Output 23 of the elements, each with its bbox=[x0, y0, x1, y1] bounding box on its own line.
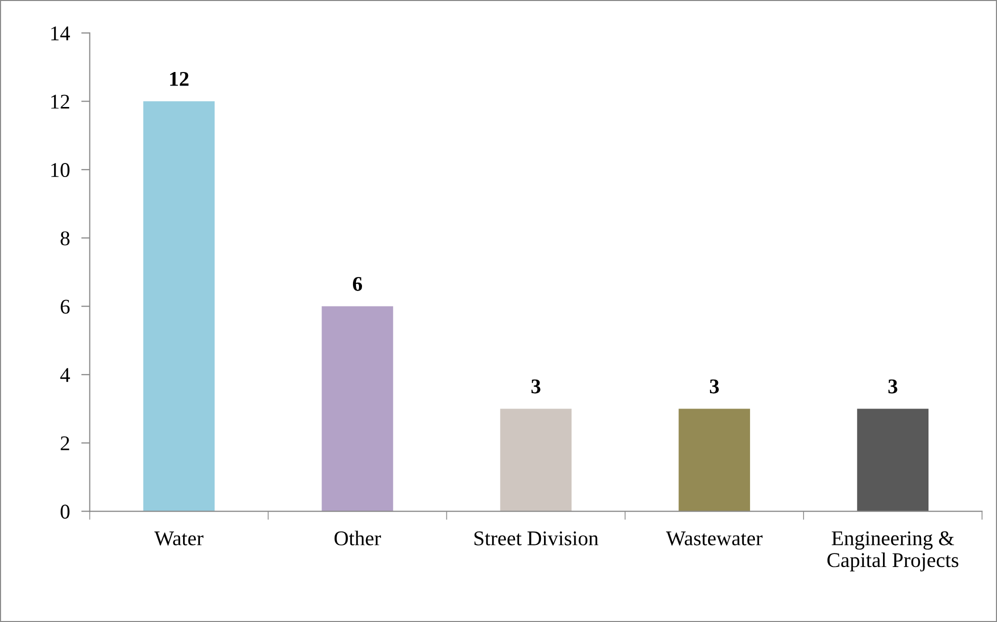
y-tick-label: 8 bbox=[60, 231, 70, 246]
bar bbox=[322, 306, 394, 512]
y-tick-label: 14 bbox=[51, 26, 70, 40]
bar bbox=[678, 408, 750, 512]
data-label: 3 bbox=[888, 379, 898, 394]
x-tick-label: Water bbox=[154, 532, 204, 546]
y-tick-label: 4 bbox=[60, 368, 70, 382]
data-label: 12 bbox=[170, 72, 188, 86]
data-label: 3 bbox=[710, 379, 719, 394]
x-tick-label: Engineering & Capital Projects bbox=[827, 531, 958, 572]
y-tick-label: 10 bbox=[51, 163, 70, 178]
y-tick-label: 6 bbox=[60, 300, 70, 314]
bar bbox=[857, 408, 929, 512]
data-label: 6 bbox=[352, 276, 362, 291]
y-tick-label: 0 bbox=[60, 504, 70, 519]
x-tick-label: Other bbox=[334, 530, 381, 546]
y-tick-label: 12 bbox=[51, 94, 70, 109]
bar bbox=[500, 408, 572, 512]
bar bbox=[143, 101, 215, 512]
y-tick-label: 2 bbox=[60, 436, 70, 450]
data-label: 3 bbox=[531, 379, 540, 394]
x-tick-label: Street Division bbox=[474, 531, 598, 546]
x-tick-label: Wastewater bbox=[666, 532, 762, 546]
